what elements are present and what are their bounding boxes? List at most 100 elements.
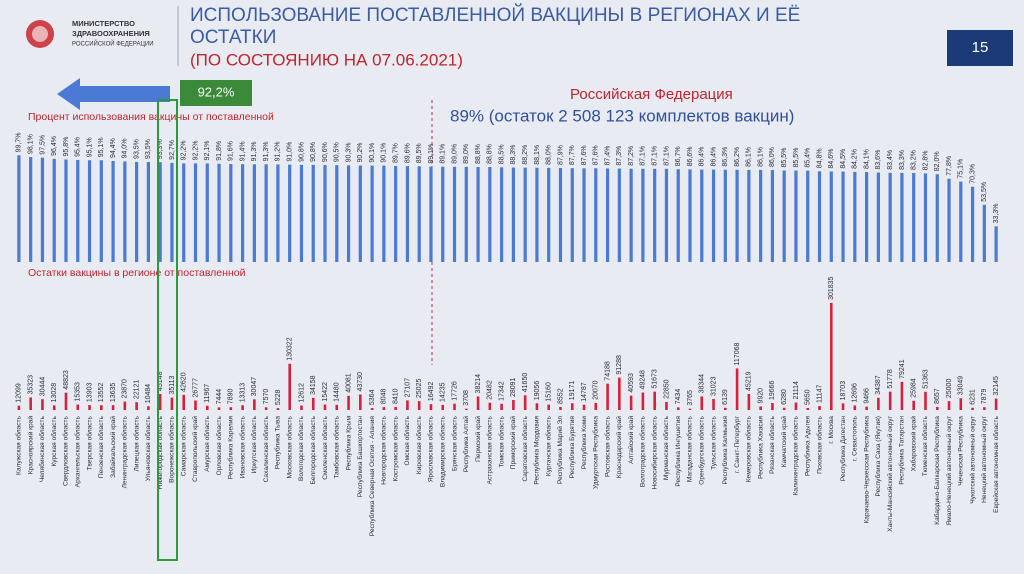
value-label: 14235 — [440, 382, 447, 402]
value-label: 22121 — [133, 380, 140, 400]
bar — [559, 406, 562, 410]
federation-total: 89% (остаток 2 508 123 комплектов вакцин… — [450, 106, 794, 125]
bar — [688, 169, 692, 262]
value-label: 20070 — [593, 380, 600, 400]
bar — [276, 164, 280, 262]
bar — [523, 395, 527, 410]
x-tick-label: Кемеровская область — [745, 415, 753, 482]
page-badge — [947, 30, 1013, 66]
bar — [935, 406, 939, 410]
bar — [476, 396, 480, 410]
x-tick-label: Красноярский край — [26, 416, 34, 475]
x-tick-label: Вологодская область — [297, 415, 305, 481]
bar — [217, 407, 221, 410]
bar — [76, 159, 80, 262]
bar — [570, 168, 574, 262]
bar — [194, 400, 197, 410]
bar — [841, 171, 845, 262]
x-tick-label: Чукотский автономный округ — [968, 415, 976, 503]
x-tick-label: Воронежская область — [168, 415, 176, 482]
bar — [547, 167, 551, 262]
value-label: 19666 — [769, 380, 776, 400]
value-label: 92,7% — [169, 140, 176, 160]
bar — [688, 408, 692, 410]
x-tick-label: Орловская область — [215, 415, 223, 475]
value-label: 49248 — [640, 370, 647, 390]
value-label: 12099 — [16, 383, 23, 403]
bar — [605, 168, 610, 262]
bar — [782, 170, 786, 262]
bar — [935, 174, 939, 262]
value-label: 90,2% — [357, 143, 364, 163]
value-label: 92,1% — [204, 141, 211, 161]
bar — [323, 165, 327, 262]
value-label: 90,1% — [369, 143, 376, 163]
bar — [441, 166, 445, 262]
x-tick-label: Саратовская область — [521, 415, 529, 481]
bar — [299, 164, 304, 262]
value-label: 97,5% — [39, 135, 46, 155]
bar — [900, 381, 904, 410]
bar — [923, 173, 928, 262]
value-label: 79241 — [899, 359, 906, 379]
x-tick-label: Республика Крым — [344, 416, 352, 471]
value-label: 92,2% — [181, 140, 188, 160]
bar — [99, 160, 103, 262]
bar — [382, 407, 386, 410]
bar — [500, 167, 504, 262]
bar — [453, 403, 456, 410]
bar — [64, 392, 68, 410]
bar — [417, 166, 421, 262]
x-tick-label: Еврейская автономная область — [992, 415, 1000, 512]
value-label: 6231 — [969, 389, 976, 405]
bar — [170, 162, 174, 262]
bar — [288, 164, 292, 262]
value-label: 90,1% — [381, 143, 388, 163]
value-label: 51363 — [922, 369, 929, 389]
value-label: 15353 — [75, 382, 82, 402]
highlight-box — [157, 99, 178, 561]
value-label: 51778 — [887, 369, 894, 389]
value-label: 117068 — [734, 343, 741, 366]
x-tick-label: Нижегородская область — [156, 415, 164, 489]
x-tick-label: Ярославская область — [427, 415, 435, 482]
value-label: 86,0% — [769, 147, 776, 167]
value-label: 21114 — [793, 381, 800, 400]
bar — [606, 383, 609, 410]
x-tick-label: Республика Карелия — [227, 416, 235, 480]
bar — [464, 166, 468, 262]
bar — [617, 168, 621, 262]
value-label: 25025 — [416, 379, 423, 399]
value-label: 82,8% — [922, 151, 929, 171]
value-label: 12696 — [852, 383, 859, 403]
value-label: 17342 — [498, 381, 505, 401]
x-tick-label: Астраханская область — [486, 415, 494, 484]
value-label: 90,8% — [310, 142, 317, 162]
bar — [335, 165, 339, 262]
bar — [664, 168, 669, 262]
value-label: 14787 — [581, 382, 588, 402]
bar — [41, 399, 44, 410]
bar — [193, 163, 198, 262]
bar — [747, 393, 751, 410]
value-label: 84,8% — [816, 148, 823, 168]
bar — [829, 302, 833, 410]
value-label: 87,7% — [569, 145, 576, 165]
bar — [877, 397, 880, 410]
bar — [912, 400, 915, 410]
bar — [359, 394, 362, 410]
bar — [759, 169, 763, 262]
bar — [724, 407, 727, 410]
bar — [983, 407, 986, 410]
bar — [240, 164, 245, 262]
value-label: 34387 — [875, 375, 882, 395]
bar — [806, 170, 810, 262]
bar — [217, 163, 221, 262]
x-tick-label: Оренбургская область — [698, 415, 706, 484]
value-label: 38344 — [699, 374, 706, 394]
value-label: 90,5% — [334, 142, 341, 162]
value-label: 40081 — [345, 373, 352, 393]
x-tick-label: Липецкая область — [132, 415, 140, 471]
value-label: 45148 — [157, 371, 164, 391]
